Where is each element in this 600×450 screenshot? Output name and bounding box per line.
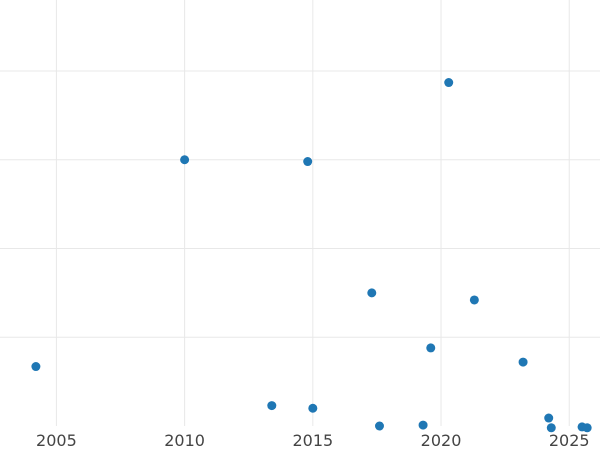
data-point	[374, 421, 384, 431]
data-point	[180, 155, 190, 165]
data-point	[546, 423, 556, 433]
x-tick-label: 2010	[164, 431, 205, 450]
x-tick-label: 2025	[549, 431, 590, 450]
data-point	[308, 403, 318, 413]
data-point	[469, 295, 479, 305]
data-points	[31, 78, 592, 433]
data-point	[518, 357, 528, 367]
data-point	[267, 401, 277, 411]
data-point	[426, 343, 436, 353]
data-point	[31, 362, 41, 372]
x-tick-label: 2015	[292, 431, 333, 450]
data-point	[582, 423, 592, 433]
x-axis-tick-labels: 2005 2010 2015 2020 2025	[36, 431, 590, 450]
data-point	[544, 413, 554, 423]
x-tick-label: 2020	[421, 431, 462, 450]
data-point	[367, 288, 377, 298]
x-tick-label: 2005	[36, 431, 77, 450]
data-point	[418, 420, 428, 430]
data-point	[444, 78, 454, 88]
data-point	[303, 157, 313, 167]
grid	[0, 0, 600, 426]
